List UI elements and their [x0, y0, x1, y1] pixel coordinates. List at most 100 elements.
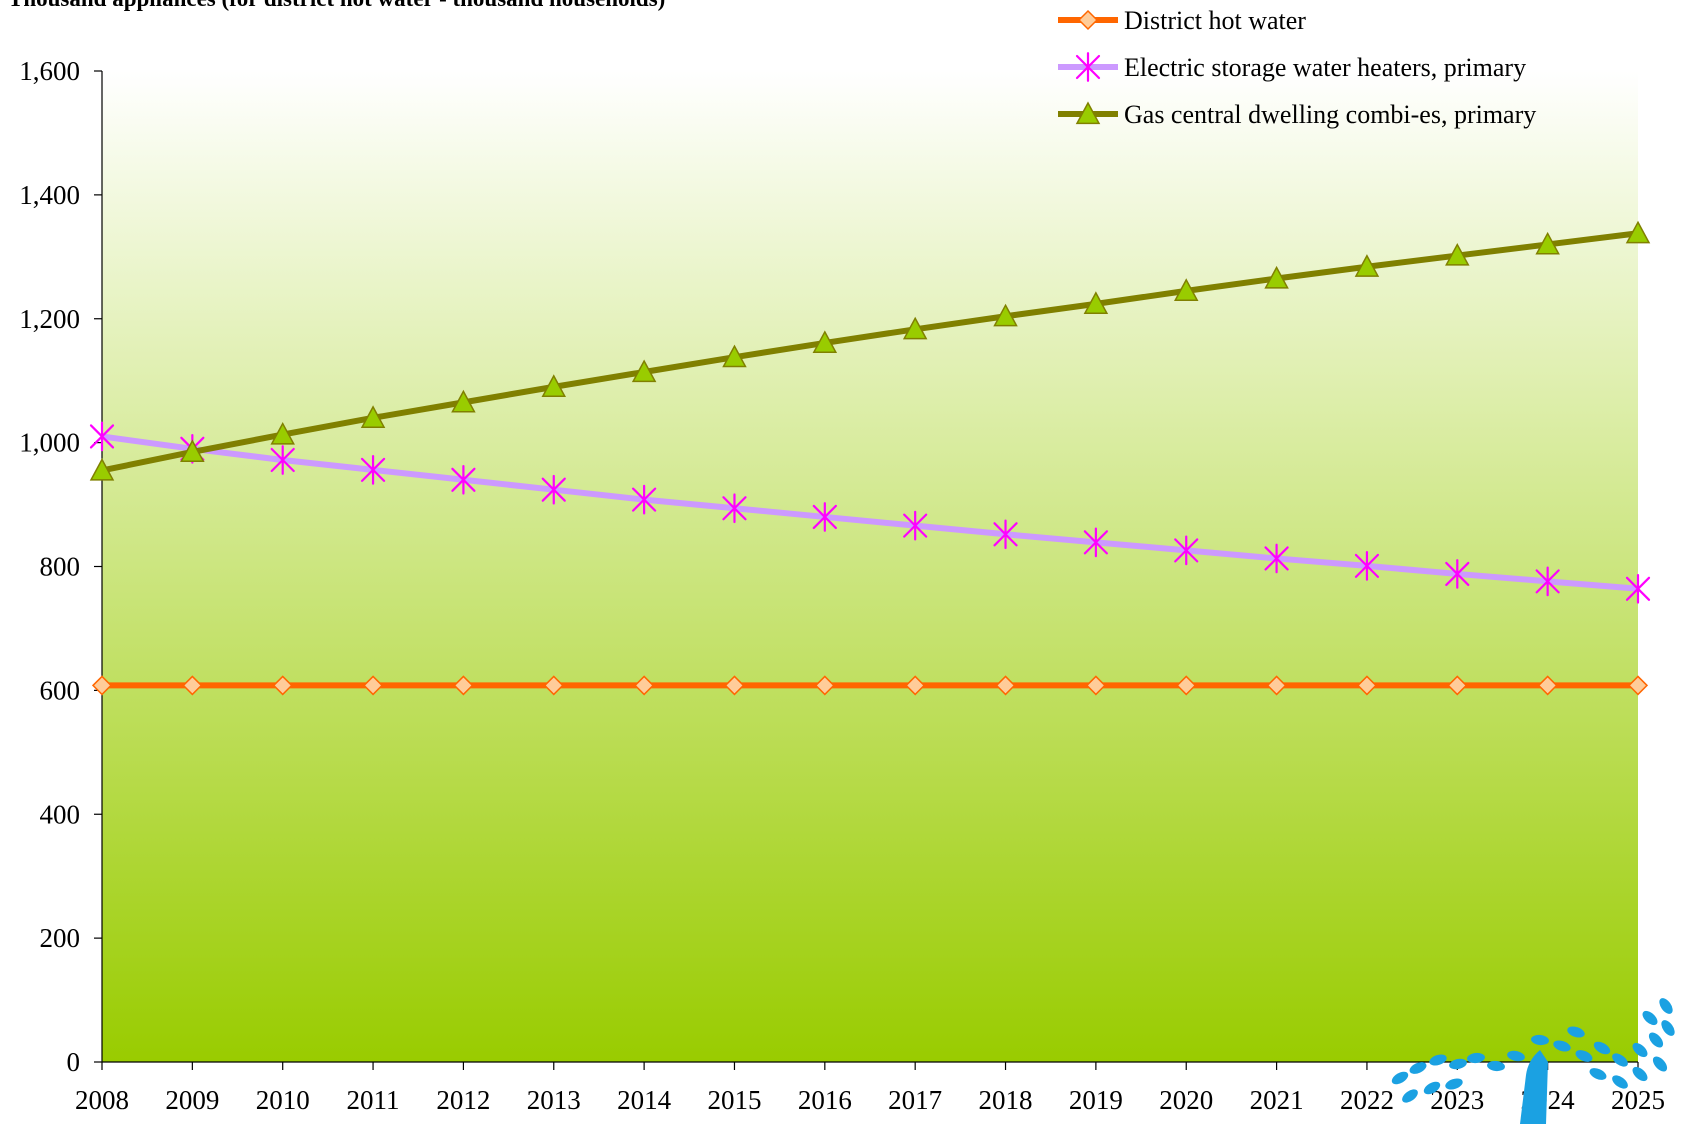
- x-tick-label: 2010: [256, 1085, 310, 1115]
- x-tick-label: 2025: [1611, 1085, 1665, 1115]
- series-point: [724, 675, 745, 696]
- logo-leaf: [1648, 1032, 1664, 1048]
- series-point: [1083, 527, 1108, 558]
- series-point: [180, 439, 205, 463]
- series-point: [541, 374, 567, 397]
- logo-trunk: [1520, 1050, 1548, 1124]
- x-tick-label: 2022: [1340, 1085, 1394, 1115]
- series-point: [89, 421, 115, 452]
- legend-marker: [1075, 101, 1101, 125]
- series-point: [902, 316, 928, 340]
- series-point: [270, 421, 295, 445]
- logo-leaf: [1575, 1050, 1593, 1062]
- y-tick-label: 200: [40, 923, 81, 953]
- legend-label: Electric storage water heaters, primary: [1124, 53, 1526, 82]
- x-tick-label: 2013: [527, 1085, 581, 1115]
- y-axis-title: Thousand appliances (for district hot wa…: [8, 0, 665, 11]
- series-point: [993, 519, 1018, 550]
- legend-marker: [1075, 52, 1101, 82]
- series-point: [1537, 675, 1558, 696]
- series-point: [634, 675, 655, 696]
- x-tick-label: 2016: [798, 1085, 852, 1115]
- axes: 0 200 400 600 800 1,000 1,200 1,400 1,600 2008 200…: [19, 56, 1665, 1115]
- series-point: [993, 303, 1018, 327]
- series-point: [362, 675, 384, 696]
- logo-leaf: [1589, 1068, 1607, 1080]
- logo-leaf: [1423, 1081, 1441, 1095]
- x-tick-label: 2017: [888, 1085, 942, 1115]
- logo-leaf: [1593, 1041, 1611, 1055]
- series-point: [182, 675, 203, 696]
- series-point: [1447, 675, 1468, 696]
- legend-label: District hot water: [1124, 6, 1306, 35]
- series-point: [722, 344, 747, 368]
- x-tick-label: 2015: [707, 1085, 761, 1115]
- series-point: [1174, 535, 1199, 566]
- series-point: [1445, 242, 1470, 266]
- logo-leaf: [1659, 998, 1673, 1014]
- series-point: [1356, 675, 1378, 696]
- logo-leaf: [1402, 1089, 1418, 1103]
- series-point: [89, 457, 115, 481]
- series-point: [1083, 291, 1109, 314]
- series-point: [1085, 675, 1106, 696]
- series-point: [1354, 254, 1380, 277]
- logo-leaf: [1391, 1071, 1409, 1085]
- series-point: [1354, 551, 1380, 581]
- legend: District hot water Electric storage water…: [1058, 6, 1536, 129]
- series-point: [1445, 559, 1470, 589]
- series-point: [1173, 278, 1199, 301]
- series-layer: [89, 220, 1651, 696]
- series-point: [812, 330, 838, 354]
- series-line: [101, 230, 1639, 474]
- series-point: [1535, 231, 1560, 255]
- series-point: [1264, 265, 1289, 289]
- series-point: [631, 359, 657, 383]
- logo-leaf: [1487, 1060, 1505, 1072]
- x-tick-label: 2008: [75, 1085, 129, 1115]
- logo-leaf: [1632, 1066, 1648, 1082]
- series-1: [91, 675, 1649, 696]
- x-tick-label: 2009: [165, 1085, 219, 1115]
- series-point: [360, 405, 386, 428]
- logo-leaf: [1652, 1056, 1668, 1072]
- y-tick-label: 1,400: [19, 180, 80, 210]
- y-tick-label: 600: [40, 675, 81, 705]
- series-point: [272, 675, 293, 696]
- series-2: [89, 421, 1651, 604]
- y-tick-label: 0: [67, 1047, 81, 1077]
- x-tick-label: 2011: [347, 1085, 400, 1115]
- series-3: [89, 220, 1651, 481]
- legend-marker: [1077, 9, 1099, 31]
- legend-label: Gas central dwelling combi-es, primary: [1124, 100, 1536, 129]
- y-tick-label: 400: [40, 799, 81, 829]
- series-point: [360, 455, 386, 485]
- logo-leaf: [1409, 1062, 1427, 1074]
- logo-leaf: [1467, 1052, 1485, 1064]
- series-point: [91, 675, 113, 696]
- y-tick-label: 1,600: [19, 56, 80, 86]
- series-point: [451, 464, 476, 495]
- series-point: [1535, 566, 1560, 597]
- series-point: [270, 445, 295, 475]
- logo-leaf: [1612, 1075, 1628, 1089]
- series-point: [451, 389, 476, 413]
- series-point: [453, 675, 474, 696]
- x-tick-label: 2020: [1159, 1085, 1213, 1115]
- logo-leaf: [1429, 1054, 1447, 1066]
- y-tick-label: 1,200: [19, 304, 80, 334]
- legend-item: District hot water: [1058, 6, 1306, 35]
- logo-leaf: [1449, 1058, 1467, 1070]
- series-point: [995, 675, 1016, 696]
- legend-item: Gas central dwelling combi-es, primary: [1058, 100, 1536, 129]
- series-point: [814, 675, 835, 696]
- y-tick-label: 1,000: [19, 428, 80, 458]
- logo-leaf: [1531, 1034, 1549, 1046]
- legend-item: Electric storage water heaters, primary: [1058, 52, 1526, 82]
- x-tick-label: 2021: [1250, 1085, 1304, 1115]
- logo-leaf: [1567, 1026, 1585, 1038]
- series-point: [1266, 675, 1287, 696]
- series-point: [541, 474, 566, 505]
